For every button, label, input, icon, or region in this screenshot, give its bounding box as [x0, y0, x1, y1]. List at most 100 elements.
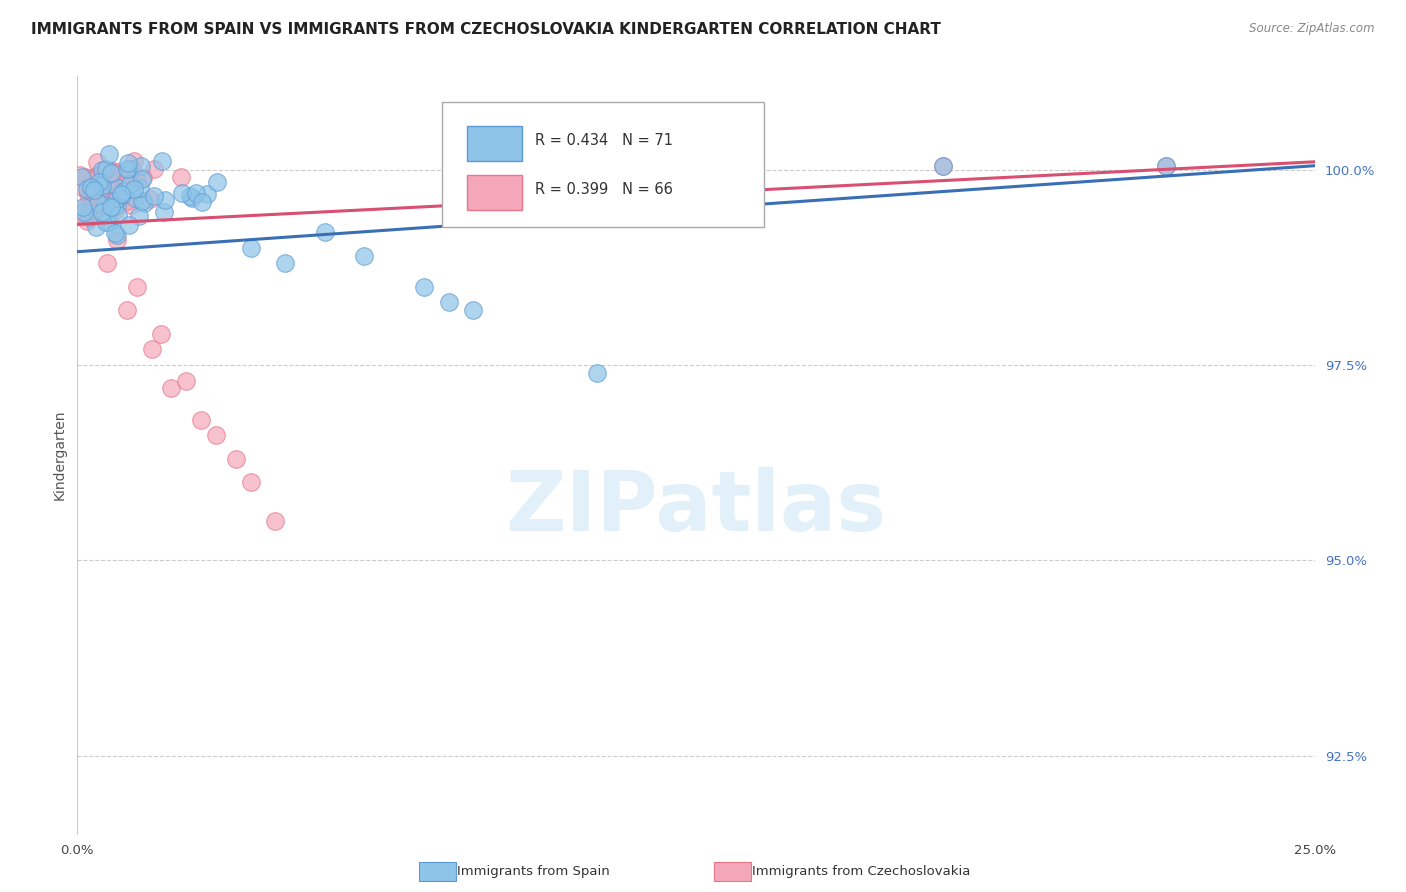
Point [80, 209, 103, 223]
Point [94, 215, 117, 229]
Point [72, 200, 94, 214]
Point [91, 179, 114, 194]
Point [264, 514, 287, 528]
Point [105, 233, 128, 247]
Point [96, 256, 118, 270]
Point [586, 366, 609, 380]
Point [125, 280, 148, 294]
Text: Immigrants from Czechoslovakia: Immigrants from Czechoslovakia [752, 865, 970, 878]
Point [353, 249, 375, 263]
Point [139, 192, 162, 206]
Point [118, 161, 141, 176]
Point [110, 187, 132, 202]
Point [97, 147, 120, 161]
Text: Immigrants from Spain: Immigrants from Spain [457, 865, 610, 878]
Point [101, 164, 124, 178]
Point [75, 170, 97, 185]
Point [80, 173, 103, 187]
Point [105, 198, 128, 212]
Point [225, 451, 247, 466]
Point [131, 194, 153, 209]
Point [143, 189, 166, 203]
Point [932, 159, 955, 173]
Point [174, 374, 197, 388]
Point [104, 193, 127, 207]
Point [104, 174, 127, 188]
Point [87, 175, 110, 189]
Point [117, 156, 139, 170]
Point [105, 165, 128, 179]
FancyBboxPatch shape [443, 103, 763, 227]
Point [98, 215, 121, 229]
Point [76, 214, 98, 228]
Point [127, 173, 149, 187]
Point [129, 159, 152, 173]
Point [412, 280, 434, 294]
Point [115, 175, 138, 189]
Point [205, 428, 228, 442]
Point [86, 155, 108, 169]
Point [190, 413, 212, 427]
FancyBboxPatch shape [467, 175, 522, 210]
Point [93, 195, 115, 210]
Point [132, 196, 155, 211]
Point [90, 186, 112, 201]
Point [191, 195, 214, 210]
Point [89, 178, 111, 192]
Point [141, 343, 163, 357]
Point [105, 227, 128, 242]
Point [170, 169, 193, 184]
Point [100, 200, 122, 214]
Point [181, 191, 204, 205]
Point [100, 166, 122, 180]
Point [69, 209, 91, 223]
Point [115, 303, 138, 318]
Text: IMMIGRANTS FROM SPAIN VS IMMIGRANTS FROM CZECHOSLOVAKIA KINDERGARTEN CORRELATION: IMMIGRANTS FROM SPAIN VS IMMIGRANTS FROM… [31, 22, 941, 37]
Point [107, 208, 129, 222]
Point [463, 303, 485, 318]
Point [274, 256, 297, 270]
Point [110, 184, 132, 198]
Point [128, 181, 150, 195]
Point [94, 197, 117, 211]
Point [150, 153, 173, 168]
Point [118, 218, 141, 232]
Point [124, 191, 146, 205]
Point [90, 179, 112, 194]
Point [94, 162, 117, 177]
Point [128, 210, 150, 224]
Point [142, 161, 165, 176]
Point [80, 179, 103, 194]
Point [98, 194, 121, 208]
Point [76, 186, 98, 201]
Point [121, 161, 143, 176]
Point [152, 205, 174, 219]
Point [73, 180, 96, 194]
Point [179, 189, 201, 203]
Point [80, 183, 103, 197]
Point [69, 168, 91, 182]
Point [120, 197, 142, 211]
Point [87, 196, 110, 211]
Point [103, 200, 125, 214]
Point [150, 326, 173, 341]
Point [107, 181, 129, 195]
Point [118, 177, 141, 191]
Point [117, 162, 139, 177]
Point [314, 225, 336, 239]
Point [73, 205, 96, 219]
Point [205, 175, 228, 189]
Point [239, 241, 262, 255]
Text: Source: ZipAtlas.com: Source: ZipAtlas.com [1250, 22, 1375, 36]
Point [195, 187, 218, 202]
Text: R = 0.434   N = 71: R = 0.434 N = 71 [536, 133, 673, 148]
Point [108, 189, 131, 203]
Point [83, 183, 105, 197]
Point [84, 174, 107, 188]
FancyBboxPatch shape [467, 126, 522, 161]
Point [124, 153, 146, 168]
Point [239, 475, 262, 490]
Point [153, 193, 176, 207]
Point [132, 170, 155, 185]
Point [76, 182, 98, 196]
